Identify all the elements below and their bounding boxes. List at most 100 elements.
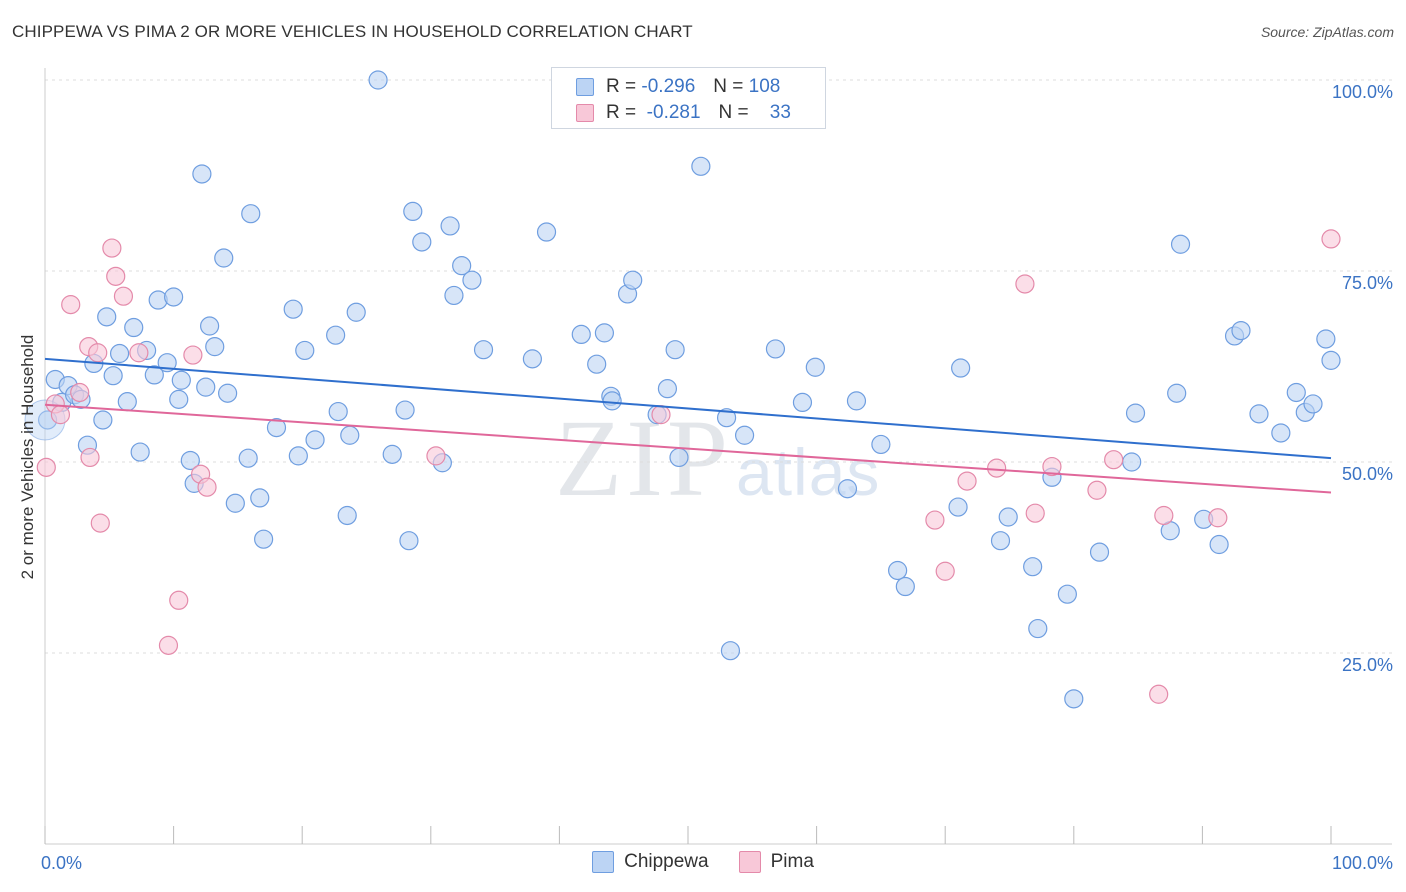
- chippewa-swatch: [576, 78, 594, 96]
- chippewa-point: [716, 408, 737, 428]
- chippewa-point: [444, 285, 464, 306]
- pima-point: [102, 238, 122, 258]
- chart-title: CHIPPEWA VS PIMA 2 OR MORE VEHICLES IN H…: [12, 22, 693, 41]
- series-legend: Chippewa Pima: [0, 851, 1406, 873]
- chippewa-point: [192, 164, 212, 184]
- pima-point: [1321, 229, 1341, 249]
- chippewa-point: [462, 270, 482, 290]
- chippewa-points: [24, 70, 1341, 709]
- chippewa-point: [765, 339, 786, 359]
- chippewa-point: [536, 222, 557, 242]
- y-tick-label: 75.0%: [1342, 273, 1393, 293]
- chippewa-point: [288, 446, 308, 466]
- pima-point: [158, 635, 179, 655]
- pima-point: [61, 295, 81, 315]
- y-tick-label: 50.0%: [1342, 464, 1393, 484]
- chippewa-point: [1231, 320, 1251, 341]
- pima-point: [925, 510, 945, 530]
- pima-point: [426, 446, 446, 466]
- pima-point: [651, 405, 671, 425]
- chippewa-swatch: [592, 851, 615, 873]
- chippewa-point: [337, 505, 357, 526]
- chippewa-point: [382, 444, 402, 464]
- chippewa-point: [305, 430, 325, 450]
- chippewa-point: [888, 560, 908, 581]
- legend-row-pima: R = -0.281 N = 33: [576, 102, 791, 124]
- chippewa-point: [218, 383, 238, 403]
- n-label: N =: [713, 76, 744, 97]
- x-tick-label: 100.0%: [1332, 853, 1393, 873]
- chippewa-point: [1303, 394, 1323, 414]
- chippewa-point: [669, 447, 689, 468]
- chippewa-point: [205, 337, 225, 357]
- n-value: 108: [748, 76, 781, 97]
- chippewa-point: [225, 493, 245, 513]
- chippewa-point: [452, 256, 472, 276]
- pima-point: [957, 471, 977, 491]
- pima-point: [70, 382, 90, 403]
- chippewa-point: [1028, 618, 1048, 639]
- chippewa-point: [103, 366, 123, 386]
- chippewa-point: [871, 434, 891, 455]
- pima-point: [1149, 684, 1169, 704]
- watermark-atlas: atlas: [736, 435, 881, 509]
- y-axis-label: 2 or more Vehicles in Household: [18, 334, 37, 580]
- chippewa-point: [124, 317, 144, 338]
- chippewa-point: [200, 316, 220, 336]
- trend-lines: [44, 357, 1332, 494]
- pima-point: [80, 447, 100, 468]
- legend-label: Pima: [770, 851, 814, 872]
- pima-point: [36, 457, 56, 477]
- pima-point: [129, 343, 149, 363]
- chippewa-point: [238, 448, 258, 468]
- pima-points: [36, 229, 1341, 704]
- chippewa-point: [691, 156, 711, 176]
- r-value: -0.296: [641, 76, 696, 97]
- pima-point: [1025, 503, 1045, 523]
- chippewa-point: [1023, 557, 1043, 577]
- chippewa-point: [951, 358, 971, 378]
- chippewa-point: [326, 325, 346, 345]
- chippewa-point: [1249, 404, 1269, 424]
- y-tick-label: 25.0%: [1342, 655, 1393, 675]
- chippewa-point: [148, 290, 168, 310]
- chippewa-point: [1170, 234, 1191, 254]
- chippewa-point: [254, 529, 274, 549]
- pima-point: [50, 405, 71, 425]
- watermark: ZIPatlas: [555, 395, 880, 522]
- chippewa-point: [1167, 383, 1187, 403]
- chippewa-point: [792, 392, 813, 413]
- watermark-zip: ZIP: [555, 397, 732, 519]
- pima-point: [1042, 456, 1062, 477]
- chippewa-point: [395, 400, 415, 420]
- legend-row-chippewa: R = -0.296 N = 108: [576, 76, 780, 98]
- n-label: N =: [718, 102, 749, 123]
- pima-point: [1208, 508, 1228, 528]
- pima-point: [1154, 505, 1174, 526]
- chippewa-point: [1271, 423, 1291, 443]
- chippewa-point: [266, 418, 287, 438]
- chippewa-point: [522, 349, 542, 369]
- axes: [44, 68, 1392, 845]
- chippewa-point: [164, 287, 184, 307]
- chippewa-point: [473, 340, 494, 360]
- chippewa-point: [440, 216, 460, 236]
- pima-point: [935, 561, 955, 581]
- chippewa-point: [734, 425, 755, 445]
- chippewa-point: [594, 323, 615, 343]
- chippewa-point: [144, 365, 164, 385]
- pima-point: [169, 590, 189, 610]
- chippewa-point: [403, 201, 423, 222]
- chippewa-point: [283, 299, 303, 319]
- chippewa-point: [295, 340, 315, 361]
- pima-point: [1015, 274, 1035, 294]
- chippewa-point: [1057, 584, 1077, 604]
- chippewa-point: [328, 401, 348, 422]
- r-label: R =: [606, 76, 637, 97]
- pima-point: [987, 458, 1007, 478]
- legend-label: Chippewa: [624, 851, 709, 872]
- chippewa-point: [109, 343, 130, 364]
- chippewa-point: [587, 354, 607, 374]
- chippewa-point: [368, 70, 388, 90]
